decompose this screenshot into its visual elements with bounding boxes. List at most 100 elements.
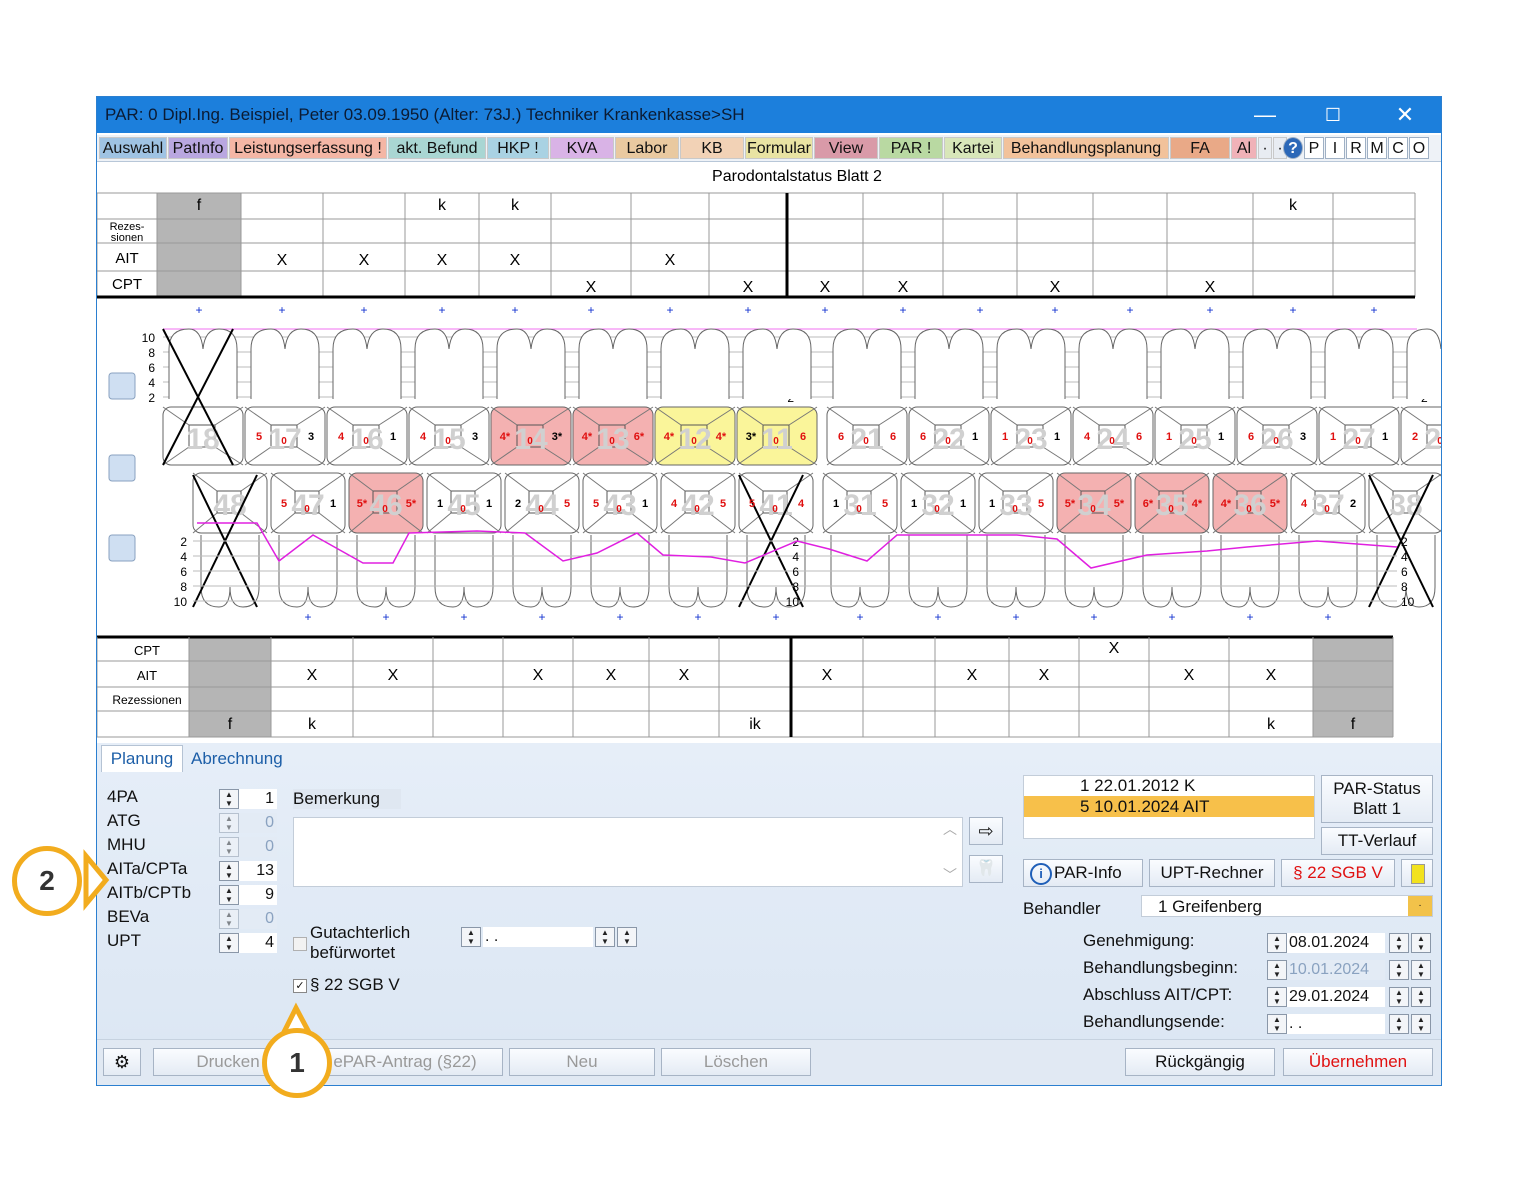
gutachterlich-checkbox[interactable]: [293, 937, 307, 951]
counter-spinner[interactable]: ▲ ▼: [219, 861, 239, 881]
date-spin-right[interactable]: ▲ ▼: [1389, 960, 1409, 980]
tab-1[interactable]: PatInfo: [168, 137, 228, 159]
date-spin-left[interactable]: ▲ ▼: [1267, 987, 1287, 1007]
close-button[interactable]: ✕: [1395, 102, 1415, 127]
date-spin-right[interactable]: ▲ ▼: [1389, 1014, 1409, 1034]
tooth-facet: [504, 472, 530, 492]
counter-value[interactable]: 0: [239, 837, 277, 857]
title-bar: PAR: 0 Dipl.Ing. Beispiel, Peter 03.09.1…: [97, 97, 1441, 133]
uebernehmen-button[interactable]: Übernehmen: [1283, 1048, 1433, 1076]
counter-value[interactable]: 1: [239, 789, 277, 809]
tab-8[interactable]: Formular: [745, 137, 813, 159]
tab-15[interactable]: ·: [1258, 137, 1272, 159]
scroll-up-icon[interactable]: ︿: [943, 821, 957, 837]
gutachterlich-spin-right2[interactable]: ▲ ▼: [617, 927, 637, 947]
tab-5[interactable]: KVA: [550, 137, 614, 159]
counter-value[interactable]: 4: [239, 933, 277, 953]
date-spin-left[interactable]: ▲ ▼: [1267, 960, 1287, 980]
tab-13[interactable]: FA: [1170, 137, 1230, 159]
sgb-checkbox[interactable]: ✓: [293, 979, 307, 993]
behandler-select[interactable]: 1 Greifenberg ·: [1141, 895, 1433, 917]
date-spin-right[interactable]: ▲ ▼: [1411, 987, 1431, 1007]
panel-button-m[interactable]: M: [1367, 137, 1387, 159]
cpt-mark: X: [1205, 279, 1216, 296]
counter-spinner[interactable]: ▲ ▼: [219, 813, 239, 833]
date-spin-left[interactable]: ▲ ▼: [1267, 1014, 1287, 1034]
panel-button-c[interactable]: C: [1388, 137, 1408, 159]
counter-spinner[interactable]: ▲ ▼: [219, 909, 239, 929]
tooth-facet: [736, 446, 764, 466]
history-item-selected[interactable]: 5 10.01.2024 AIT: [1024, 796, 1314, 817]
help-icon[interactable]: ?: [1283, 137, 1303, 159]
counter-spinner[interactable]: ▲ ▼: [219, 933, 239, 953]
history-item[interactable]: 1 22.01.2012 K: [1080, 776, 1196, 795]
tab-2[interactable]: Leistungserfassung !: [229, 137, 387, 159]
info-icon: i: [1030, 863, 1052, 885]
date-spin-right[interactable]: ▲ ▼: [1411, 1014, 1431, 1034]
bemerkung-textarea[interactable]: [293, 817, 963, 887]
counter-value[interactable]: 13: [239, 861, 277, 881]
ait-mark: X: [388, 667, 399, 684]
date-spin-right[interactable]: ▲ ▼: [1389, 933, 1409, 953]
tab-9[interactable]: View: [814, 137, 878, 159]
par-status-button[interactable]: PAR-Status Blatt 1: [1321, 775, 1433, 823]
pocket-left: 5: [281, 498, 287, 510]
counter-spinner[interactable]: ▲ ▼: [219, 837, 239, 857]
tooth-number: 47: [291, 489, 324, 522]
date-spin-left[interactable]: ▲ ▼: [1267, 933, 1287, 953]
tooth-root: [250, 328, 320, 399]
neu-button[interactable]: Neu: [509, 1048, 655, 1076]
loeschen-button[interactable]: Löschen: [661, 1048, 811, 1076]
arrow-right-icon[interactable]: ⇨: [969, 817, 1003, 845]
minimize-button[interactable]: —: [1254, 102, 1276, 127]
counter-value[interactable]: 0: [239, 813, 277, 833]
tab-planung[interactable]: Planung: [101, 745, 183, 772]
date-spin-right[interactable]: ▲ ▼: [1411, 960, 1431, 980]
date-field[interactable]: 10.01.2024: [1287, 960, 1385, 980]
counter-spinner[interactable]: ▲ ▼: [219, 789, 239, 809]
counter-value[interactable]: 0: [239, 909, 277, 929]
tooth-facet: [786, 512, 814, 534]
par-info-button[interactable]: i PAR-Info: [1023, 859, 1143, 887]
date-field[interactable]: . .: [1287, 1014, 1385, 1034]
clipboard-button[interactable]: [1401, 859, 1433, 887]
epar-antrag-button[interactable]: ePAR-Antrag (§22): [307, 1048, 503, 1076]
panel-button-r[interactable]: R: [1346, 137, 1366, 159]
sgb-button[interactable]: § 22 SGB V: [1281, 859, 1395, 887]
scroll-down-icon[interactable]: ﹀: [943, 867, 957, 883]
tab-abrechnung[interactable]: Abrechnung: [191, 749, 283, 768]
pocket-mid: 0: [281, 436, 287, 447]
date-field[interactable]: 29.01.2024: [1287, 987, 1385, 1007]
date-spin-right[interactable]: ▲ ▼: [1411, 933, 1431, 953]
dropdown-icon[interactable]: ·: [1408, 896, 1432, 916]
gutachterlich-spin-left[interactable]: ▲ ▼: [461, 927, 481, 947]
tab-10[interactable]: PAR !: [879, 137, 943, 159]
pocket-right: 3*: [552, 431, 563, 443]
gear-icon[interactable]: ⚙: [103, 1048, 141, 1076]
panel-button-p[interactable]: P: [1304, 137, 1324, 159]
maximize-button[interactable]: ☐: [1324, 105, 1342, 125]
tab-7[interactable]: KB: [680, 137, 744, 159]
pocket-mid: 0: [1168, 504, 1174, 515]
tab-0[interactable]: Auswahl: [99, 137, 167, 159]
tooth-facet: [1400, 446, 1428, 466]
date-field[interactable]: 08.01.2024: [1287, 933, 1385, 953]
tab-11[interactable]: Kartei: [944, 137, 1002, 159]
panel-button-i[interactable]: I: [1325, 137, 1345, 159]
gutachterlich-spin-right1[interactable]: ▲ ▼: [595, 927, 615, 947]
tab-6[interactable]: Labor: [615, 137, 679, 159]
tab-14[interactable]: Al: [1231, 137, 1257, 159]
counter-spinner[interactable]: ▲ ▼: [219, 885, 239, 905]
plus-marker: +: [616, 610, 623, 624]
upt-rechner-button[interactable]: UPT-Rechner: [1149, 859, 1275, 887]
tab-4[interactable]: HKP !: [487, 137, 549, 159]
date-spin-right[interactable]: ▲ ▼: [1389, 987, 1409, 1007]
tab-3[interactable]: akt. Befund: [388, 137, 486, 159]
counter-value[interactable]: 9: [239, 885, 277, 905]
panel-button-o[interactable]: O: [1409, 137, 1429, 159]
tt-verlauf-button[interactable]: TT-Verlauf: [1321, 827, 1433, 855]
tooth-icon[interactable]: 🦷: [969, 855, 1003, 883]
rueckgaengig-button[interactable]: Rückgängig: [1125, 1048, 1275, 1076]
gutachterlich-date-field[interactable]: . .: [483, 927, 593, 947]
tab-12[interactable]: Behandlungsplanung: [1003, 137, 1169, 159]
